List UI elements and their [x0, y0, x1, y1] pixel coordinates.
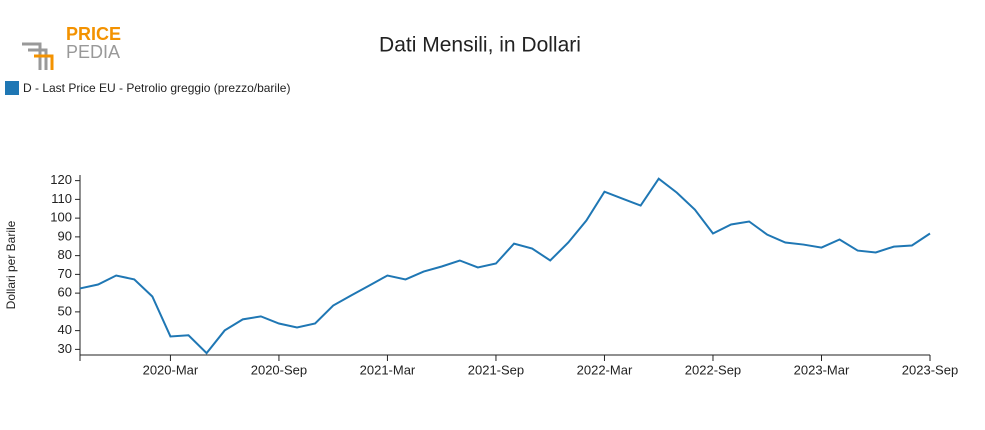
x-tick-label: 2022-Sep — [685, 362, 741, 377]
x-tick-label: 2020-Sep — [251, 362, 307, 377]
legend-swatch — [5, 81, 19, 95]
y-tick-label: 70 — [58, 266, 72, 281]
y-axis-label: Dollari per Barile — [4, 220, 18, 309]
chart-title: Dati Mensili, in Dollari — [379, 34, 581, 57]
y-tick-label: 30 — [58, 341, 72, 356]
logo-icon — [22, 42, 48, 70]
y-tick-label: 120 — [50, 172, 72, 187]
y-tick-label: 100 — [50, 210, 72, 225]
logo-text: PEDIA — [66, 42, 120, 62]
y-tick-label: 60 — [58, 285, 72, 300]
y-tick-label: 110 — [51, 191, 72, 206]
x-tick-label: 2023-Sep — [902, 362, 958, 377]
x-tick-label: 2022-Mar — [577, 362, 633, 377]
x-tick-label: 2023-Mar — [794, 362, 850, 377]
y-tick-label: 50 — [58, 303, 72, 318]
y-tick-label: 80 — [58, 247, 72, 262]
logo-icon — [34, 54, 54, 70]
x-tick-label: 2021-Sep — [468, 362, 524, 377]
x-tick-label: 2020-Mar — [143, 362, 199, 377]
y-tick-label: 40 — [58, 322, 72, 337]
x-tick-label: 2021-Mar — [360, 362, 416, 377]
data-line — [79, 177, 931, 355]
y-tick-label: 90 — [58, 228, 72, 243]
logo: PRICE PEDIA — [22, 24, 121, 70]
logo-text: PRICE — [66, 24, 121, 44]
legend-label: D - Last Price EU - Petrolio greggio (pr… — [23, 81, 290, 95]
